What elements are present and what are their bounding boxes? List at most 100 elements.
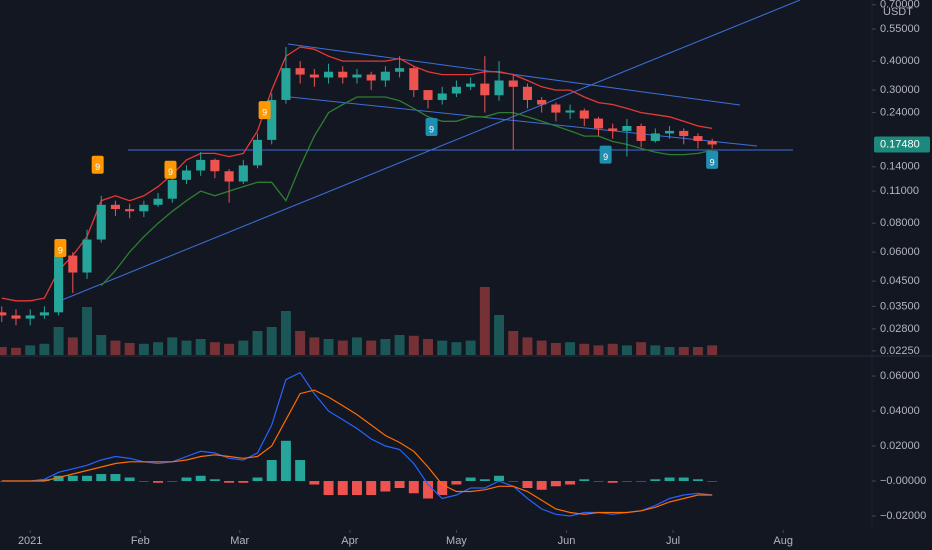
band-line <box>1 46 713 302</box>
x-tick-label: May <box>446 535 467 547</box>
candle-body <box>96 204 106 240</box>
candle-body <box>437 93 447 100</box>
y-tick-label: 0.70000 <box>880 0 920 11</box>
histogram-bar <box>351 481 362 496</box>
volume-bar <box>96 335 107 355</box>
histogram-bar <box>508 481 519 482</box>
histogram-bar <box>309 481 320 485</box>
histogram-bar <box>366 481 377 496</box>
x-tick-label: Mar <box>230 535 249 547</box>
signal-marker <box>258 101 271 120</box>
histogram-bar <box>39 479 50 482</box>
volume-bars <box>0 287 718 355</box>
volume-bar <box>195 339 206 355</box>
candle-body <box>707 140 717 145</box>
histogram-bar <box>337 481 348 496</box>
histogram-bar <box>238 481 249 483</box>
candle-body <box>252 139 263 166</box>
candle-body <box>139 204 149 212</box>
candle-body <box>0 312 7 316</box>
histogram-bar <box>408 481 419 494</box>
volume-bar <box>621 345 632 355</box>
trend-lines <box>61 0 801 301</box>
candle-body <box>593 118 604 129</box>
histogram-bar <box>451 481 462 485</box>
volume-bar <box>238 340 249 355</box>
candle-body <box>210 159 220 172</box>
histogram-bar <box>224 481 235 483</box>
histogram-bar <box>692 479 703 482</box>
volume-bar <box>295 331 306 355</box>
signal-marker <box>706 150 719 169</box>
histogram-bar <box>678 477 689 482</box>
volume-bar <box>678 347 689 355</box>
unit-label: USDT <box>883 6 913 18</box>
volume-bar <box>607 343 618 355</box>
volume-bar <box>82 307 92 355</box>
histogram-bar <box>707 481 718 482</box>
histogram-bar <box>636 481 647 482</box>
signal-label: 9 <box>262 107 267 117</box>
y-tick-label: 0.04500 <box>880 275 920 287</box>
y-tick-label: 0.02250 <box>880 345 920 357</box>
volume-bar <box>67 337 78 355</box>
y-tick-label: 0.11000 <box>880 185 919 197</box>
volume-bar <box>181 340 192 355</box>
signal-label: 9 <box>168 167 173 177</box>
candle-body <box>324 71 334 78</box>
y-tick-label: 0.02000 <box>880 440 920 452</box>
y-tick-label: 0.08000 <box>880 217 920 229</box>
histogram-bar <box>579 479 590 482</box>
volume-bar <box>53 327 64 355</box>
macd-line <box>1 389 713 515</box>
histogram <box>0 440 718 499</box>
candle-body <box>54 255 64 313</box>
y-tick-label: 0.55000 <box>880 23 920 35</box>
volume-bar <box>636 342 647 355</box>
candle-body <box>579 110 589 119</box>
volume-bar <box>479 287 490 355</box>
y-tick-label: 0.04000 <box>880 405 920 417</box>
candle-body <box>238 165 248 182</box>
volume-bar <box>579 343 590 355</box>
price-tag <box>874 136 930 153</box>
price-tag-label: 0.17480 <box>880 138 920 150</box>
candle-body <box>295 68 305 75</box>
candle-body <box>68 255 78 273</box>
candle-body <box>110 204 120 210</box>
histogram-bar <box>295 460 306 482</box>
histogram-bar <box>266 460 277 482</box>
volume-bar <box>423 339 433 355</box>
volume-bar <box>664 347 675 355</box>
candles <box>0 47 717 326</box>
volume-bar <box>692 347 703 355</box>
signal-label: 9 <box>429 124 434 134</box>
candle-body <box>352 74 362 78</box>
x-tick-label: Aug <box>773 535 793 547</box>
candle-body <box>167 179 177 199</box>
x-tick-label: Jul <box>666 535 680 547</box>
candle-body <box>650 133 660 141</box>
volume-bar <box>209 342 220 355</box>
signal-marker <box>91 155 104 174</box>
histogram-bar <box>138 481 149 482</box>
y-tick-label: 0.30000 <box>880 84 920 96</box>
candle-body <box>508 80 518 87</box>
volume-bar <box>323 339 334 355</box>
volume-bar <box>0 347 7 355</box>
candle-body <box>224 171 234 182</box>
histogram-bar <box>280 440 291 482</box>
candle-body <box>423 90 433 100</box>
volume-bar <box>224 343 235 355</box>
histogram-bar <box>621 481 632 482</box>
volume-bar <box>138 343 149 355</box>
histogram-bar <box>209 479 220 482</box>
candle-body <box>693 136 703 141</box>
signal-label: 9 <box>603 152 608 162</box>
volume-bar <box>508 331 519 355</box>
histogram-bar <box>394 481 405 489</box>
histogram-bar <box>479 479 490 482</box>
candle-body <box>480 83 490 96</box>
candle-body <box>11 315 21 319</box>
